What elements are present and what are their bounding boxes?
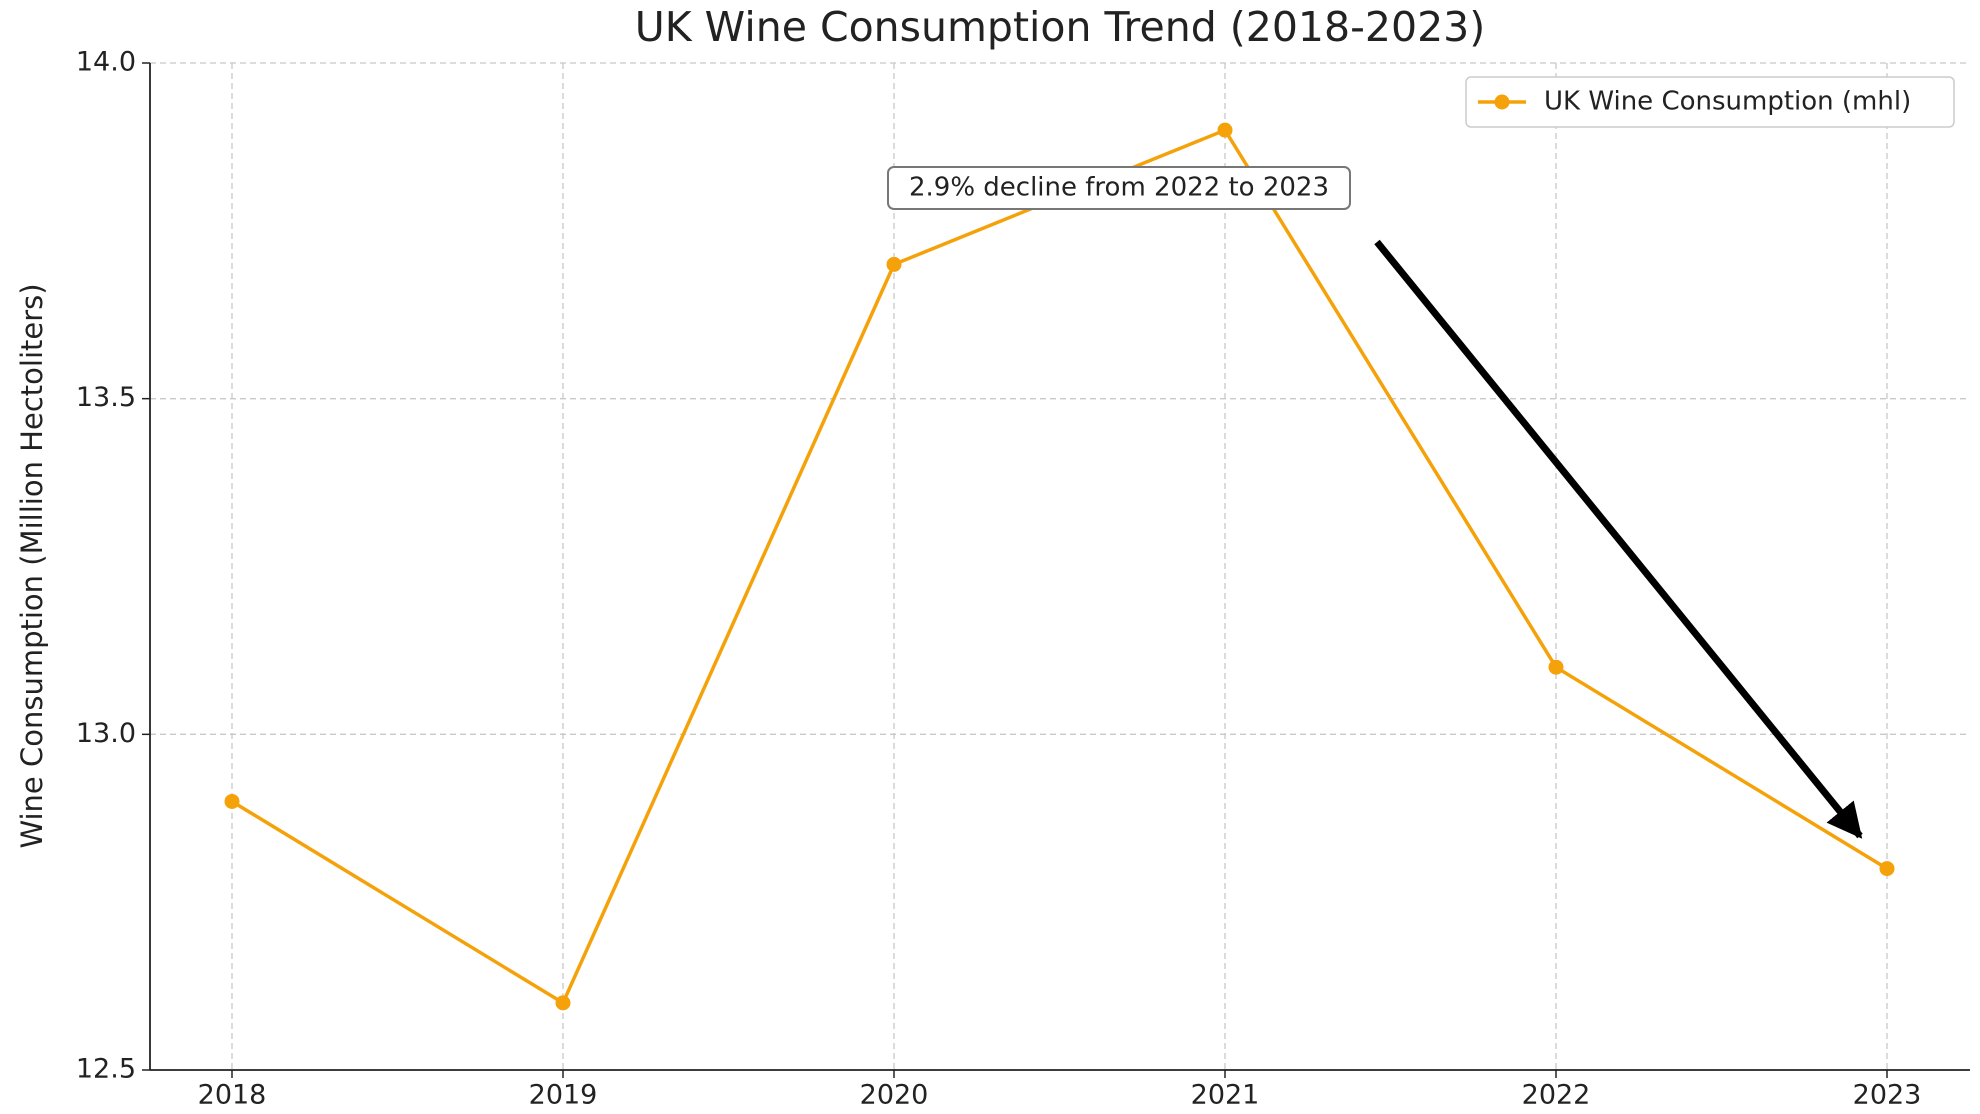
legend-label: UK Wine Consumption (mhl)	[1544, 87, 1911, 117]
y-axis-label: Wine Consumption (Million Hectoliters)	[15, 283, 49, 848]
y-tick-label: 13.0	[76, 718, 136, 749]
annotation-box	[887, 166, 1351, 210]
data-point	[886, 256, 902, 272]
data-point	[555, 995, 571, 1011]
data-point	[1217, 122, 1233, 138]
x-tick-label: 2021	[1191, 1080, 1260, 1111]
data-point	[1548, 659, 1564, 675]
x-tick-label: 2018	[198, 1080, 267, 1111]
legend-marker	[1494, 94, 1510, 110]
y-tick-label: 13.5	[76, 382, 136, 413]
x-tick-label: 2019	[529, 1080, 598, 1111]
y-tick-label: 12.5	[76, 1054, 136, 1085]
x-tick-label: 2022	[1522, 1080, 1591, 1111]
legend-box	[1465, 76, 1955, 128]
x-tick-label: 2023	[1853, 1080, 1922, 1111]
annotation: 2.9% decline from 2022 to 2023	[909, 173, 1329, 203]
data-point	[224, 793, 240, 809]
annotation-arrow	[1374, 239, 1863, 839]
data-point	[1879, 861, 1895, 877]
y-tick-label: 14.0	[76, 47, 136, 78]
x-tick-label: 2020	[860, 1080, 929, 1111]
chart-title: UK Wine Consumption Trend (2018-2023)	[635, 3, 1486, 51]
